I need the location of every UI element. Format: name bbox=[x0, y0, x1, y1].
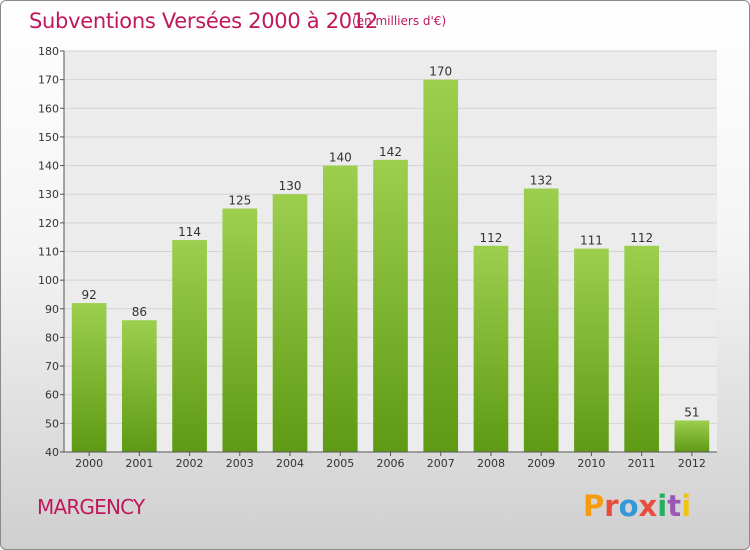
x-tick-label: 2001 bbox=[125, 457, 153, 470]
x-tick-label: 2011 bbox=[628, 457, 656, 470]
bar-2010 bbox=[574, 248, 609, 452]
y-tick-label: 70 bbox=[45, 360, 59, 373]
chart-title: Subventions Versées 2000 à 2012 bbox=[29, 9, 378, 33]
data-label: 111 bbox=[580, 234, 603, 248]
x-tick-label: 2010 bbox=[577, 457, 605, 470]
x-tick-label: 2009 bbox=[527, 457, 555, 470]
data-label: 132 bbox=[530, 173, 553, 187]
y-tick-label: 40 bbox=[45, 446, 59, 459]
x-tick-label: 2004 bbox=[276, 457, 304, 470]
data-label: 142 bbox=[379, 145, 402, 159]
data-label: 114 bbox=[178, 225, 201, 239]
data-label: 51 bbox=[684, 405, 699, 419]
bar-2000 bbox=[71, 303, 107, 452]
x-tick-label: 2002 bbox=[176, 457, 204, 470]
bar-2002 bbox=[172, 240, 207, 452]
x-tick-label: 2005 bbox=[326, 457, 354, 470]
commune-name: MARGENCY bbox=[37, 495, 145, 519]
x-tick-label: 2003 bbox=[226, 457, 254, 470]
bar-2006 bbox=[373, 159, 408, 453]
y-tick-label: 100 bbox=[38, 274, 59, 287]
bar-2011 bbox=[624, 245, 659, 452]
y-tick-label: 110 bbox=[38, 246, 59, 259]
data-label: 86 bbox=[132, 305, 147, 319]
x-tick-label: 2007 bbox=[427, 457, 455, 470]
y-tick-label: 150 bbox=[38, 131, 59, 144]
y-tick-label: 90 bbox=[45, 303, 59, 316]
y-tick-label: 120 bbox=[38, 217, 59, 230]
y-tick-label: 60 bbox=[45, 389, 59, 402]
data-label: 112 bbox=[630, 231, 653, 245]
bar-2007 bbox=[423, 79, 459, 453]
y-tick-label: 80 bbox=[45, 331, 59, 344]
bar-2009 bbox=[523, 188, 559, 452]
data-label: 130 bbox=[279, 179, 302, 193]
y-tick-label: 160 bbox=[38, 102, 59, 115]
bar-2003 bbox=[222, 208, 258, 452]
bar-2008 bbox=[473, 245, 509, 452]
data-label: 140 bbox=[329, 151, 352, 165]
y-tick-label: 180 bbox=[38, 45, 59, 58]
data-label: 125 bbox=[228, 194, 251, 208]
data-label: 112 bbox=[480, 231, 503, 245]
y-tick-label: 130 bbox=[38, 188, 59, 201]
y-tick-label: 50 bbox=[45, 417, 59, 430]
proxiti-logo: Proxiti bbox=[583, 489, 692, 523]
chart-unit: (en milliers d'€) bbox=[352, 14, 447, 28]
data-label: 170 bbox=[429, 65, 452, 79]
bar-2004 bbox=[272, 194, 308, 452]
x-tick-label: 2012 bbox=[678, 457, 706, 470]
x-tick-label: 2008 bbox=[477, 457, 505, 470]
x-tick-label: 2006 bbox=[377, 457, 405, 470]
y-tick-label: 170 bbox=[38, 74, 59, 87]
data-label: 92 bbox=[81, 288, 96, 302]
y-tick-label: 140 bbox=[38, 160, 59, 173]
bar-2012 bbox=[674, 420, 710, 452]
bar-2001 bbox=[122, 320, 157, 452]
x-tick-label: 2000 bbox=[75, 457, 103, 470]
bar-2005 bbox=[322, 165, 358, 453]
